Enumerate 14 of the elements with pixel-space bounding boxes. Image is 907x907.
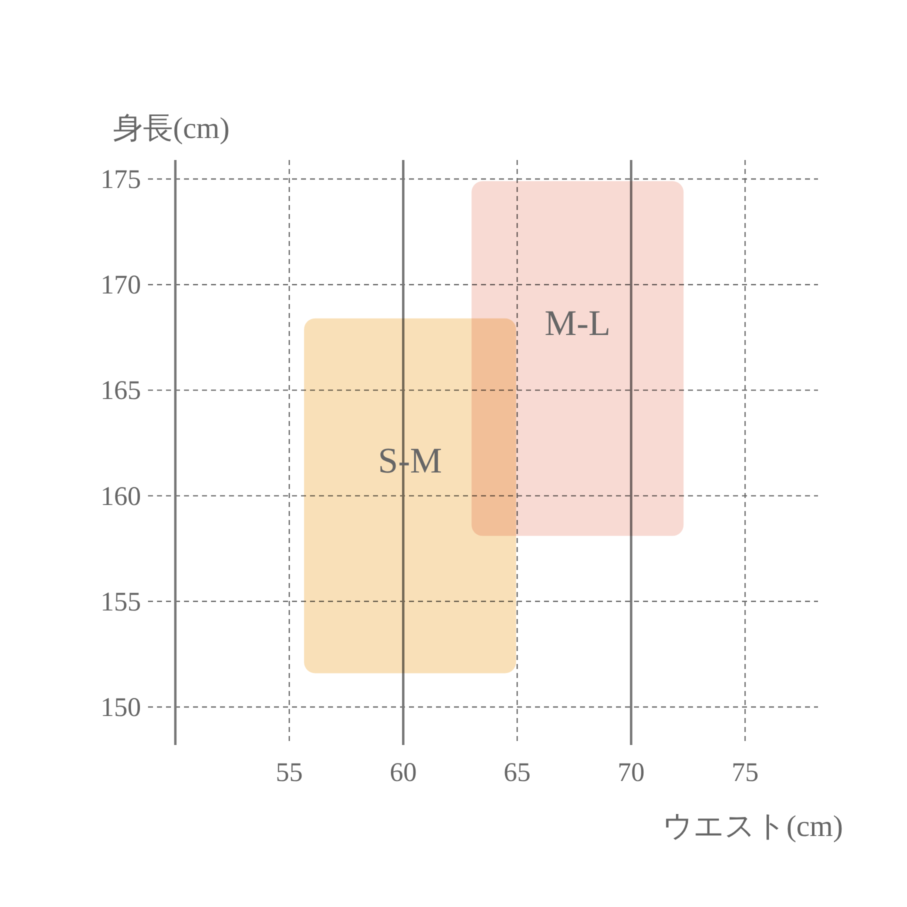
- y-tick-label: 175: [100, 164, 141, 194]
- x-tick-label: 70: [618, 757, 645, 787]
- y-tick-label: 155: [100, 586, 141, 616]
- series-label: M-L: [544, 303, 611, 344]
- x-tick-label: 55: [276, 757, 303, 787]
- x-tick-label: 65: [504, 757, 531, 787]
- x-tick-label: 75: [732, 757, 759, 787]
- y-tick-label: 170: [100, 270, 141, 300]
- y-axis-title: 身長(cm): [113, 112, 230, 145]
- y-tick-label: 160: [100, 480, 141, 511]
- y-tick-label: 150: [100, 692, 141, 722]
- y-tick-label: 165: [100, 375, 141, 406]
- x-axis-title: ウエスト(cm): [662, 810, 843, 843]
- x-tick-label: 60: [390, 757, 417, 787]
